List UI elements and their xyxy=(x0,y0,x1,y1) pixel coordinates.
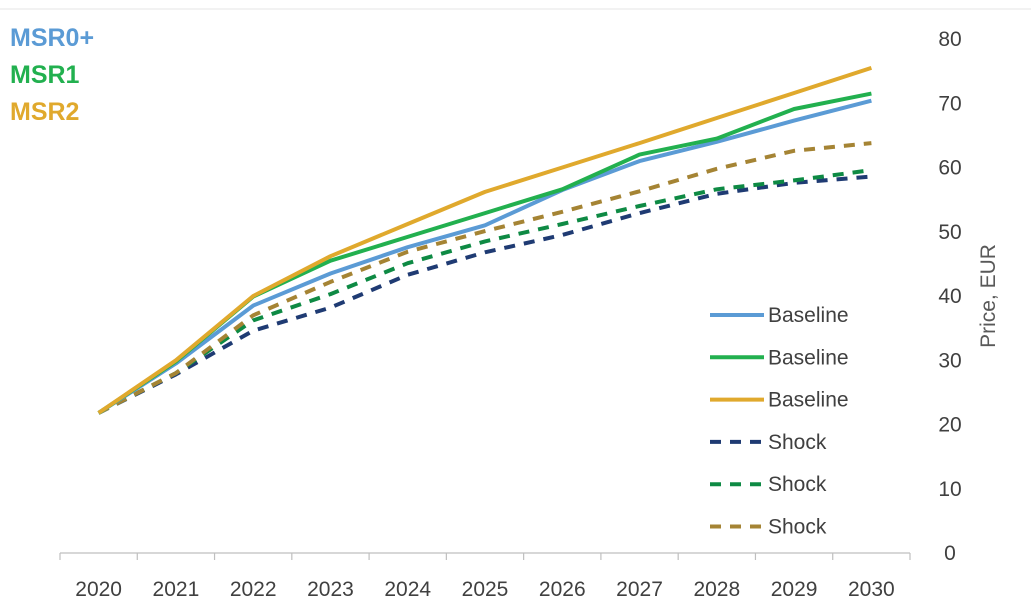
y-tick-label: 0 xyxy=(944,542,956,565)
y-tick-label: 70 xyxy=(938,92,961,115)
x-tick-label: 2027 xyxy=(616,578,663,600)
y-tick-label: 20 xyxy=(938,414,961,437)
legend-label: Baseline xyxy=(768,346,849,369)
y-tick-label: 50 xyxy=(938,221,961,244)
legend-label: Shock xyxy=(768,516,827,539)
x-tick-label: 2022 xyxy=(230,578,277,600)
group-label-msr0: MSR0+ xyxy=(10,24,94,52)
series-line-shock-msr1 xyxy=(97,168,872,415)
legend-label: Shock xyxy=(768,431,827,454)
y-tick-label: 60 xyxy=(938,157,961,180)
series-line-baseline-msr2 xyxy=(97,65,873,415)
group-label-msr2: MSR2 xyxy=(10,98,79,126)
x-tick-label: 2029 xyxy=(771,578,818,600)
x-tick-label: 2024 xyxy=(384,578,431,600)
x-tick-label: 2023 xyxy=(307,578,354,600)
y-axis-title: Price, EUR xyxy=(977,244,1000,348)
x-tick-label: 2026 xyxy=(539,578,586,600)
y-tick-label: 30 xyxy=(938,349,961,372)
legend-label: Shock xyxy=(768,473,827,496)
legend-label: Baseline xyxy=(768,304,849,327)
x-tick-label: 2020 xyxy=(75,578,122,600)
plot-area: 2020 2021 2022 2023 2024 2025 2026 2027 2028 2029… xyxy=(10,24,962,600)
series-line-shock-msr2 xyxy=(97,141,872,415)
y-tick-label: 10 xyxy=(938,478,961,501)
series-line-baseline-msr0 xyxy=(97,98,872,415)
group-label-msr1: MSR1 xyxy=(10,61,80,89)
series-line-baseline-msr1 xyxy=(97,91,872,415)
series-line-shock-msr0 xyxy=(97,174,872,415)
y-tick-label: 80 xyxy=(938,28,961,51)
x-tick-label: 2025 xyxy=(462,578,509,600)
x-tick-label: 2021 xyxy=(153,578,200,600)
x-tick-label: 2030 xyxy=(848,578,895,600)
x-tick-label: 2028 xyxy=(693,578,740,600)
y-tick-label: 40 xyxy=(938,285,961,308)
legend-label: Baseline xyxy=(768,389,849,412)
